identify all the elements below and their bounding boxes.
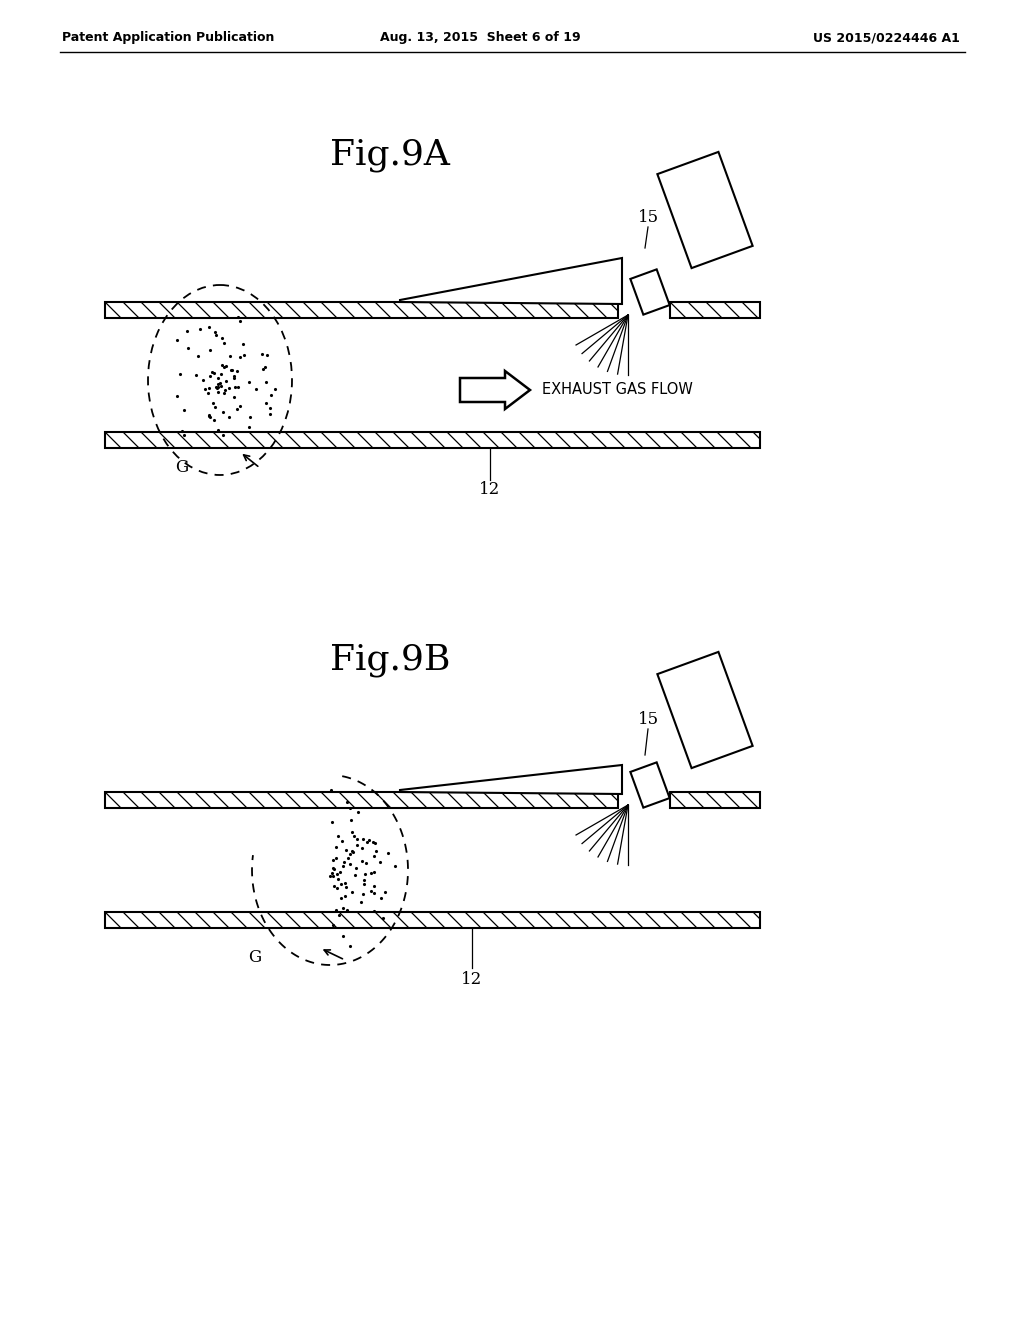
FancyArrow shape (460, 371, 530, 409)
Bar (670, 302, 760, 318)
Polygon shape (657, 652, 753, 768)
Bar (105, 792, 618, 808)
Bar (670, 792, 760, 808)
Bar (105, 432, 760, 447)
Text: 12: 12 (479, 482, 501, 499)
Text: G: G (249, 949, 261, 966)
Polygon shape (631, 269, 670, 314)
Text: EXHAUST GAS FLOW: EXHAUST GAS FLOW (542, 383, 693, 397)
Text: US 2015/0224446 A1: US 2015/0224446 A1 (813, 32, 961, 45)
Text: 15: 15 (637, 711, 658, 729)
Text: 12: 12 (462, 972, 482, 989)
Text: 15: 15 (637, 210, 658, 227)
Polygon shape (400, 257, 622, 304)
Bar (105, 302, 618, 318)
Text: Aug. 13, 2015  Sheet 6 of 19: Aug. 13, 2015 Sheet 6 of 19 (380, 32, 581, 45)
Text: G: G (175, 459, 188, 477)
Text: Fig.9B: Fig.9B (330, 643, 451, 677)
Polygon shape (400, 766, 622, 795)
Text: Patent Application Publication: Patent Application Publication (62, 32, 274, 45)
Polygon shape (657, 152, 753, 268)
Text: Fig.9A: Fig.9A (330, 139, 450, 172)
Polygon shape (631, 763, 670, 808)
Bar (105, 912, 760, 928)
